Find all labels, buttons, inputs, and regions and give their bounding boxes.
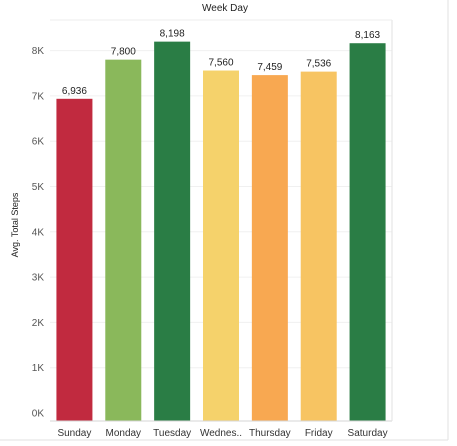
bar (300, 71, 337, 421)
data-label: 8,198 (160, 29, 185, 40)
x-category-label: Tuesday (153, 428, 191, 439)
y-tick-label: 3K (32, 273, 45, 284)
x-category-label: Thursday (249, 428, 291, 439)
y-tick-label: 6K (32, 137, 45, 148)
bar (349, 43, 386, 422)
x-axis-categories: Sunday Monday Tuesday Wednes.. Thursday Frida… (57, 428, 387, 439)
bar (203, 70, 239, 422)
data-labels: 6,936 7,800 8,198 7,560 7,459 7,536 8,163 (62, 29, 381, 97)
y-axis-label: Avg. Total Steps (10, 192, 20, 257)
bar (105, 59, 142, 421)
y-tick-label: 7K (32, 91, 45, 102)
data-label: 8,163 (355, 30, 380, 41)
data-label: 7,459 (257, 62, 282, 73)
bar (154, 41, 191, 421)
x-category-label: Wednes.. (200, 428, 242, 439)
y-tick-label: 1K (32, 363, 45, 374)
data-label: 6,936 (62, 86, 87, 97)
x-category-label: Sunday (57, 428, 91, 439)
x-category-label: Saturday (348, 428, 388, 439)
chart-title: Week Day (202, 3, 248, 14)
data-label: 7,536 (306, 59, 331, 70)
y-tick-label: 4K (32, 227, 45, 238)
x-category-label: Monday (105, 428, 141, 439)
x-category-label: Friday (305, 428, 333, 439)
y-tick-label: 2K (32, 318, 45, 329)
y-axis-ticks: 0K 1K 2K 3K 4K 5K 6K 7K 8K (32, 46, 45, 419)
bar (251, 75, 288, 421)
data-label: 7,800 (111, 47, 136, 58)
data-label: 7,560 (208, 58, 233, 69)
y-tick-label: 5K (32, 182, 45, 193)
bar (56, 98, 93, 422)
y-tick-label: 0K (32, 409, 45, 420)
y-tick-label: 8K (32, 46, 45, 57)
bars (56, 41, 386, 422)
